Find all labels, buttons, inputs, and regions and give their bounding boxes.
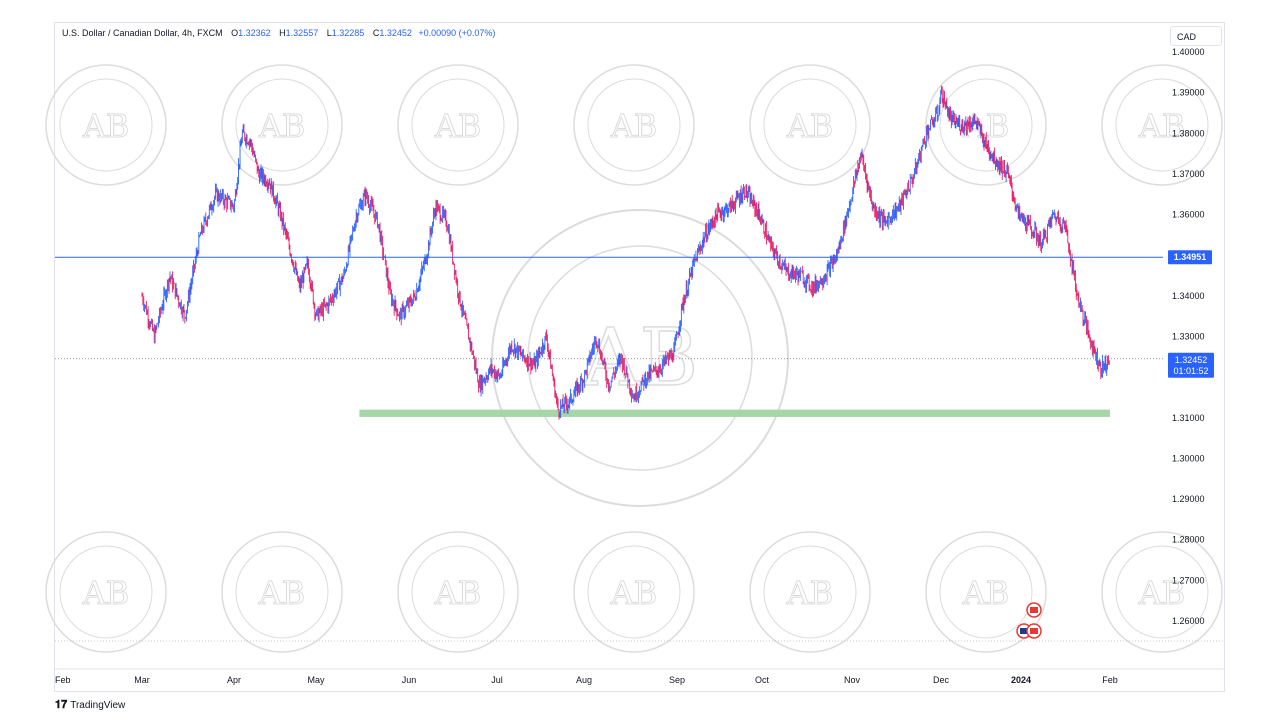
tradingview-mark-icon: 𝟏𝟕: [55, 699, 68, 711]
close-label: C: [372, 28, 380, 38]
svg-text:AB: AB: [962, 574, 1010, 612]
svg-text:AB: AB: [82, 107, 130, 145]
price-tick-label: 1.36000: [1172, 210, 1205, 220]
price-tick-label: 1.33000: [1172, 331, 1205, 341]
high-value: 1.32557: [285, 28, 319, 38]
svg-text:AB: AB: [1138, 574, 1186, 612]
svg-text:AB: AB: [786, 574, 834, 612]
currency-button[interactable]: CAD: [1170, 26, 1222, 46]
svg-text:AB: AB: [434, 107, 482, 145]
tradingview-brand: TradingView: [70, 700, 126, 711]
watermark-seal: AB: [925, 531, 1047, 653]
symbol-title: U.S. Dollar / Canadian Dollar, 4h, FXCM: [62, 28, 223, 38]
svg-text:AB: AB: [434, 574, 482, 612]
time-tick-label: Jul: [491, 675, 503, 685]
svg-text:AB: AB: [786, 107, 834, 145]
tradingview-logo[interactable]: 𝟏𝟕 TradingView: [55, 699, 125, 712]
price-tick-label: 1.29000: [1172, 494, 1205, 504]
time-tick-label: Feb: [1102, 675, 1118, 685]
time-tick-label: Jun: [402, 675, 417, 685]
watermark-seal: AB: [925, 64, 1047, 186]
time-tick-label: Apr: [227, 675, 241, 685]
current-price-label: 1.32452: [1175, 355, 1208, 365]
price-tick-label: 1.28000: [1172, 535, 1205, 545]
svg-text:AB: AB: [258, 107, 306, 145]
watermark-seal: AB: [749, 64, 871, 186]
price-axis[interactable]: 1.40000 1.39000 1.38000 1.37000 1.36000 1.340…: [1168, 47, 1214, 626]
watermark-seal: AB: [221, 64, 343, 186]
price-tick-label: 1.30000: [1172, 453, 1205, 463]
low-label: L: [326, 28, 332, 38]
watermark-seal: AB: [397, 64, 519, 186]
price-tick-label: 1.27000: [1172, 575, 1205, 585]
close-value: 1.32452: [379, 28, 412, 38]
watermark-seal: AB: [1101, 531, 1223, 653]
hline-price-tag[interactable]: [1168, 250, 1212, 265]
open-value: 1.32362: [238, 28, 271, 38]
watermark-seal: AB: [573, 64, 695, 186]
time-tick-label: Aug: [576, 675, 592, 685]
chart-frame: [54, 22, 1225, 692]
candles-layer: [141, 85, 1110, 420]
time-tick-label: Dec: [933, 675, 950, 685]
svg-text:AB: AB: [610, 107, 658, 145]
price-tick-label: 1.31000: [1172, 413, 1205, 423]
canada-event-icon[interactable]: [1026, 602, 1042, 618]
time-tick-label: Sep: [669, 675, 685, 685]
watermark-seal: AB: [45, 64, 167, 186]
time-tick-label: Nov: [844, 675, 861, 685]
price-tick-label: 1.26000: [1172, 616, 1205, 626]
watermark-seal: AB: [573, 531, 695, 653]
current-price-tag[interactable]: [1168, 352, 1214, 378]
bar-countdown-label: 01:01:52: [1173, 366, 1208, 376]
change-value: +0.00090 (+0.07%): [418, 28, 496, 38]
svg-text:AB: AB: [82, 574, 130, 612]
price-tick-label: 1.40000: [1172, 47, 1205, 57]
lines-layer: [55, 256, 1163, 360]
watermark-seal: AB: [1101, 64, 1223, 186]
high-label: H: [279, 28, 286, 38]
canada-event-icon-2[interactable]: [1026, 623, 1042, 639]
svg-text:AB: AB: [610, 574, 658, 612]
time-tick-label: May: [307, 675, 325, 685]
watermark-seal: AB: [45, 531, 167, 653]
hline-price-label: 1.34951: [1174, 252, 1207, 262]
support-zone-layer: [359, 409, 1110, 417]
price-tick-label: 1.39000: [1172, 88, 1205, 98]
time-tick-label: Mar: [134, 675, 150, 685]
support-zone-rect[interactable]: [359, 409, 1110, 417]
time-tick-label: 2024: [1011, 675, 1031, 685]
symbol-legend[interactable]: U.S. Dollar / Canadian Dollar, 4h, FXCM …: [62, 28, 495, 38]
low-value: 1.32285: [331, 28, 365, 38]
price-tick-label: 1.37000: [1172, 169, 1205, 179]
svg-text:AB: AB: [258, 574, 306, 612]
watermark-seal: AB: [749, 531, 871, 653]
economic-events[interactable]: [1016, 602, 1042, 639]
time-axis[interactable]: Feb Mar Apr May Jun Jul Aug Sep Oct Nov Dec 2024 Feb: [55, 668, 1225, 685]
svg-text:AB: AB: [1138, 107, 1186, 145]
time-tick-label: Oct: [755, 675, 770, 685]
price-tick-label: 1.34000: [1172, 291, 1205, 301]
price-tick-label: 1.38000: [1172, 128, 1205, 138]
open-label: O: [231, 28, 239, 38]
watermark-seal: AB: [221, 531, 343, 653]
watermark-seal: AB: [397, 531, 519, 653]
time-tick-label: Feb: [55, 675, 71, 685]
